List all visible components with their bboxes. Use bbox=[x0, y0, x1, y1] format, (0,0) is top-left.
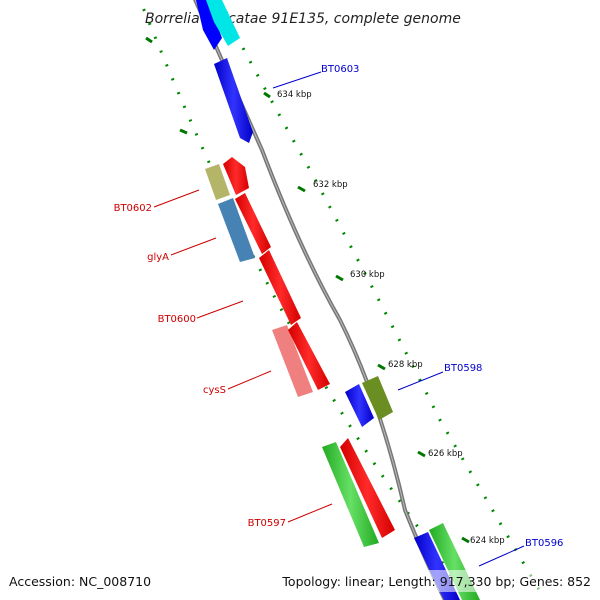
leader-line bbox=[227, 370, 272, 390]
gene-arrow-bt0603 bbox=[214, 58, 253, 143]
major-tick bbox=[377, 363, 386, 371]
leader-line bbox=[196, 300, 244, 319]
major-ticks bbox=[145, 36, 470, 544]
tick-label: 624 kbp bbox=[470, 536, 505, 546]
gene-arrow bbox=[206, 0, 240, 46]
gene-arrow-bt0598 bbox=[362, 376, 393, 420]
gene-arrow bbox=[205, 164, 230, 200]
gene-arrow bbox=[196, 0, 222, 50]
gene-label-bt0602: BT0602 bbox=[114, 203, 152, 214]
genome-summary-text: Topology: linear; Length: 917,330 bp; Ge… bbox=[281, 574, 591, 589]
gene-label-bt0598: BT0598 bbox=[444, 363, 482, 374]
tick-label: 630 kbp bbox=[350, 270, 385, 280]
leader-line bbox=[478, 545, 525, 567]
gene-arrow bbox=[340, 438, 395, 538]
gene-label-cyss: cysS bbox=[203, 385, 226, 396]
major-tick bbox=[461, 536, 470, 544]
gene-arrow bbox=[288, 322, 330, 390]
leader-line bbox=[397, 371, 444, 391]
footer-band bbox=[0, 570, 600, 592]
gene-label-bt0597: BT0597 bbox=[248, 518, 286, 529]
major-tick bbox=[417, 450, 426, 458]
gene-arrow-bt0597 bbox=[322, 442, 379, 547]
gene-label-bt0600: BT0600 bbox=[158, 314, 196, 325]
gene-label-bt0603: BT0603 bbox=[321, 64, 359, 75]
gene-arrow bbox=[223, 157, 249, 195]
tick-label: 626 kbp bbox=[428, 449, 463, 459]
gene-arrow-cyss bbox=[272, 325, 313, 397]
major-tick bbox=[297, 185, 306, 193]
accession-text: Accession: NC_008710 bbox=[9, 574, 151, 589]
gene-arrow bbox=[235, 193, 271, 254]
leader-line bbox=[153, 189, 200, 208]
gene-label-glya: glyA bbox=[147, 252, 169, 263]
gene-arrow-bt0600 bbox=[259, 250, 301, 325]
leader-line bbox=[272, 71, 322, 89]
leader-line bbox=[287, 503, 333, 523]
major-tick bbox=[335, 274, 344, 282]
major-tick bbox=[179, 128, 188, 135]
leader-line bbox=[170, 237, 217, 256]
major-tick bbox=[263, 91, 271, 99]
major-tick bbox=[145, 36, 153, 44]
gene-arrow bbox=[345, 384, 374, 427]
map-title: Borrelia turicatae 91E135, complete geno… bbox=[145, 11, 461, 27]
gene-arrow-glya bbox=[218, 198, 255, 262]
tick-label: 628 kbp bbox=[388, 360, 423, 370]
tick-label: 634 kbp bbox=[277, 90, 312, 100]
gene-label-bt0596: BT0596 bbox=[525, 538, 563, 549]
tick-label: 632 kbp bbox=[313, 180, 348, 190]
